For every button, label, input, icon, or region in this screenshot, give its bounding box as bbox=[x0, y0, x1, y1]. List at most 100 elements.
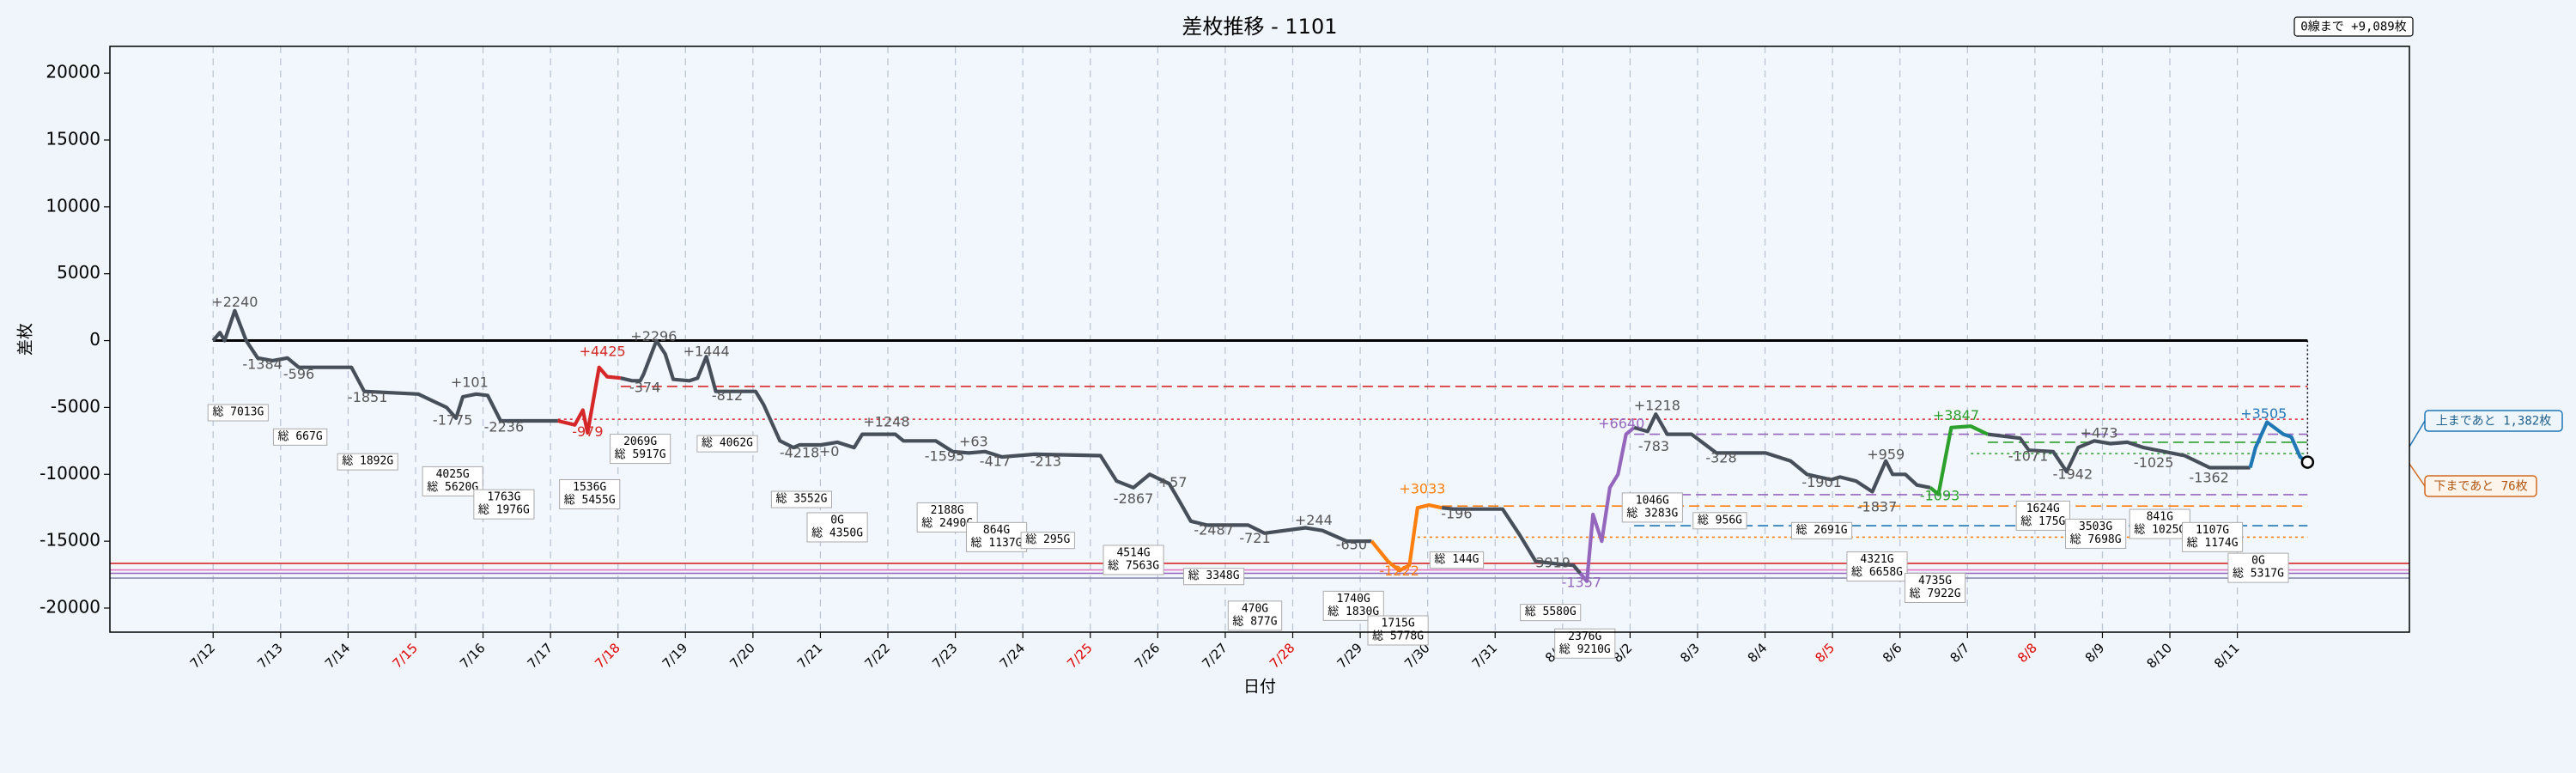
x-tick-label: 8/11 bbox=[2211, 640, 2243, 672]
games-box-text: 0G bbox=[2251, 555, 2265, 568]
y-tick-label: 20000 bbox=[46, 62, 100, 82]
x-tick-label: 7/14 bbox=[322, 640, 354, 672]
point-annotation: +2240 bbox=[211, 294, 258, 310]
games-box-text: 総 1025G bbox=[2134, 524, 2185, 537]
games-box-text: 1536G bbox=[573, 481, 606, 494]
point-annotation: -4218 bbox=[780, 445, 820, 461]
games-box-text: 総 1137G bbox=[971, 537, 1023, 550]
x-axis-label: 日付 bbox=[1243, 678, 1276, 697]
games-box-text: 総 295G bbox=[1025, 533, 1070, 546]
point-annotation: +3847 bbox=[1933, 407, 1979, 423]
point-annotation: +1444 bbox=[683, 343, 730, 359]
games-box: 総 295G bbox=[1020, 532, 1075, 550]
lower-callout: 下まであと 76枚 bbox=[2409, 463, 2537, 497]
games-box-text: 総 1174G bbox=[2187, 537, 2239, 550]
games-box-text: 0G bbox=[830, 514, 844, 526]
games-box-text: 総 7563G bbox=[1108, 559, 1159, 572]
point-annotation: +959 bbox=[1867, 447, 1905, 463]
games-box-text: 総 5620G bbox=[427, 481, 478, 494]
games-box-frame bbox=[1103, 545, 1164, 575]
point-annotation: -1837 bbox=[1857, 499, 1898, 515]
games-box-frame bbox=[1692, 512, 1747, 530]
games-box-text: 総 175G bbox=[2020, 515, 2065, 528]
x-tick-label: 8/8 bbox=[2014, 640, 2040, 666]
point-annotation: -783 bbox=[1638, 438, 1669, 454]
point-annotation: +3505 bbox=[2240, 405, 2287, 422]
games-box-text: 総 5778G bbox=[1372, 630, 1424, 643]
x-tick-label: 7/15 bbox=[389, 640, 421, 672]
point-annotation: -596 bbox=[283, 366, 314, 382]
games-box-text: 総 667G bbox=[278, 430, 323, 443]
x-tick-label: 7/28 bbox=[1267, 640, 1298, 672]
point-annotation: -374 bbox=[629, 379, 660, 395]
games-box-text: 3503G bbox=[2079, 520, 2112, 533]
point-annotation: +0 bbox=[819, 443, 840, 460]
series-line bbox=[557, 365, 622, 435]
games-box-frame bbox=[559, 478, 621, 509]
games-box-frame bbox=[965, 521, 1028, 552]
x-tick-label: 7/21 bbox=[794, 640, 826, 672]
games-box-frame bbox=[1621, 492, 1683, 523]
point-annotation: -979 bbox=[572, 423, 603, 440]
point-annotation: +244 bbox=[1295, 512, 1333, 528]
x-tick-label: 7/20 bbox=[726, 640, 758, 672]
point-annotation: -1025 bbox=[2134, 454, 2174, 471]
point-annotation: -196 bbox=[1441, 505, 1472, 521]
point-annotation: -1362 bbox=[2189, 469, 2229, 485]
games-box: 総 1892G bbox=[337, 453, 398, 471]
games-box-text: 4735G bbox=[1918, 575, 1952, 587]
point-annotation: -1851 bbox=[348, 389, 388, 405]
point-annotation: +3033 bbox=[1399, 481, 1445, 497]
point-annotation: -2867 bbox=[1114, 490, 1154, 507]
series-line bbox=[620, 338, 1372, 544]
games-box-frame bbox=[696, 435, 758, 453]
point-annotation: +1218 bbox=[1634, 397, 1680, 413]
x-tick-label: 7/27 bbox=[1199, 640, 1230, 672]
x-tick-label: 8/6 bbox=[1880, 640, 1905, 666]
games-box: 0G総 4350G bbox=[806, 512, 868, 543]
y-tick-label: -5000 bbox=[51, 396, 100, 417]
callout-text: 下まであと 76枚 bbox=[2433, 480, 2527, 494]
games-box-frame bbox=[610, 434, 671, 465]
x-tick-label: 7/12 bbox=[187, 640, 219, 672]
games-box-text: 470G bbox=[1242, 602, 1268, 615]
point-annotation: -812 bbox=[712, 387, 743, 404]
games-box-text: 総 9210G bbox=[1559, 643, 1611, 656]
x-tick-label: 7/31 bbox=[1469, 640, 1501, 672]
games-box-text: 総 1892G bbox=[342, 455, 393, 468]
games-box-text: 4514G bbox=[1116, 546, 1150, 559]
games-box-text: 総 5455G bbox=[564, 494, 616, 507]
games-box-frame bbox=[207, 404, 269, 422]
series-line bbox=[211, 308, 558, 423]
x-tick-label: 7/17 bbox=[525, 640, 556, 672]
games-box-text: 総 5917G bbox=[615, 448, 666, 461]
games-box-text: 総 3552G bbox=[775, 493, 827, 506]
games-box-frame bbox=[2065, 518, 2127, 549]
games-box-frame bbox=[2227, 552, 2289, 583]
games-box-text: 1740G bbox=[1337, 593, 1370, 606]
x-tick-label: 7/22 bbox=[861, 640, 893, 672]
plot-area bbox=[110, 46, 2409, 632]
x-tick-label: 7/16 bbox=[457, 640, 489, 672]
series-line bbox=[2248, 420, 2309, 469]
point-annotation: +101 bbox=[451, 374, 489, 391]
games-box-frame bbox=[2015, 500, 2070, 531]
y-tick-label: 15000 bbox=[46, 128, 100, 149]
games-box-text: 1715G bbox=[1382, 618, 1415, 630]
games-box-frame bbox=[1905, 572, 1966, 603]
games-box-frame bbox=[1791, 521, 1853, 539]
games-box-frame bbox=[1429, 551, 1485, 569]
games-box-frame bbox=[2129, 508, 2190, 539]
point-annotation: -1901 bbox=[1801, 474, 1842, 490]
games-box-text: 総 3283G bbox=[1626, 507, 1678, 520]
games-box-text: 864G bbox=[983, 524, 1010, 537]
games-box-frame bbox=[337, 453, 398, 471]
